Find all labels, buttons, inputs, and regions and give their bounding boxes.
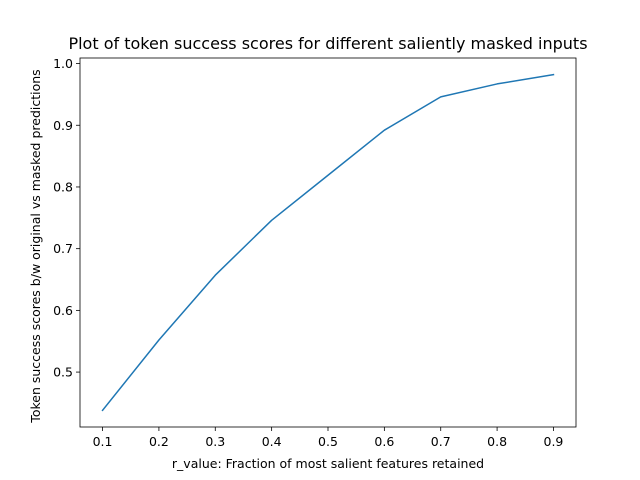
x-tick-label: 0.9	[544, 434, 564, 449]
x-tick-label: 0.4	[262, 434, 282, 449]
y-tick-label: 0.5	[53, 365, 73, 380]
x-tick-label: 0.5	[318, 434, 338, 449]
x-tick-label: 0.1	[93, 434, 113, 449]
y-tick-label: 1.0	[53, 56, 73, 71]
y-tick-label: 0.8	[53, 179, 73, 194]
y-tick-label: 0.9	[53, 118, 73, 133]
x-axis-label: r_value: Fraction of most salient featur…	[172, 456, 484, 471]
plot-area: 0.1 0.2 0.3 0.4 0.5 0.6 0.7 0.8 0.9 0.5 0.6 0.7 0.8 0…	[53, 56, 577, 449]
axes-frame	[79, 57, 577, 428]
chart-title: Plot of token success scores for differe…	[68, 34, 587, 53]
series-line-0	[101, 73, 555, 412]
x-tick-label: 0.8	[487, 434, 507, 449]
x-tick-label: 0.7	[431, 434, 451, 449]
y-tick-label: 0.6	[53, 303, 73, 318]
x-tick-label: 0.2	[149, 434, 169, 449]
x-tick-label: 0.6	[374, 434, 394, 449]
x-tick-label: 0.3	[205, 434, 225, 449]
y-axis-label: Token success scores b/w original vs mas…	[28, 69, 43, 423]
y-tick-label: 0.7	[53, 241, 73, 256]
